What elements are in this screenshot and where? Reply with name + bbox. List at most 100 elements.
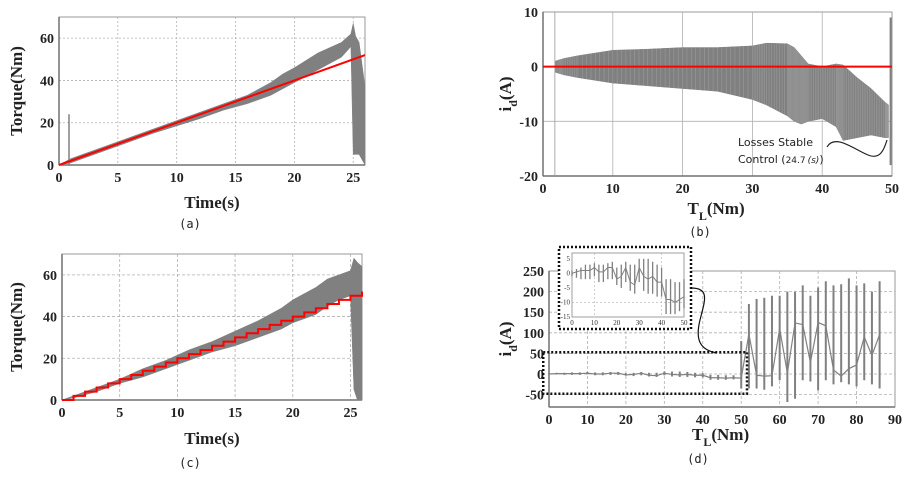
y-label-sub: d (506, 100, 520, 107)
y-tick-label: 150 (523, 306, 544, 321)
annotation-prefix: Control ( (738, 153, 786, 166)
x-label-rest: (Nm) (711, 425, 749, 444)
y-tick-label: 0 (50, 394, 57, 409)
y-tick-label: 40 (40, 74, 54, 89)
y-label-rest: (A) (496, 76, 515, 100)
panel-d: 0 10 20 30 40 50 60 70 80 90-50050100150200250(d)… (496, 245, 902, 466)
y-label-main: i (496, 352, 515, 357)
y-label-sub: d (506, 345, 520, 352)
x-axis-label: TL(Nm) (692, 425, 749, 449)
x-tick-label: 0 (56, 171, 63, 186)
x-tick-label: 15 (229, 171, 243, 186)
reference-line (58, 54, 366, 166)
y-tick-label: 0 (537, 368, 544, 383)
annotation-close: ) (819, 153, 823, 166)
x-tick-label: 25 (343, 406, 357, 421)
inset-y-tick-label: 5 (567, 255, 571, 263)
y-axis-label: id(A) (496, 321, 520, 356)
x-axis-label: Time(s) (184, 429, 239, 448)
x-tick-label: 10 (170, 171, 184, 186)
plot-frame (58, 16, 366, 166)
inset-x-tick-label: 30 (636, 319, 644, 327)
panel-caption: (a) (179, 217, 201, 231)
inset-y-tick-label: -10 (561, 298, 571, 306)
y-label-main: i (496, 107, 515, 112)
panel-c: 0 5 10 15 20 25 0 20 40 60 (c) Time(s) Torque(Nm) (7, 253, 363, 470)
plot-frame (61, 253, 363, 401)
y-tick-label: 50 (530, 347, 544, 362)
annotation-line1: Losses Stable (738, 136, 813, 149)
annotation-value: 24.7 (786, 156, 806, 166)
x-tick-label: 60 (773, 413, 787, 428)
x-tick-label: 20 (619, 413, 633, 428)
x-tick-label: 40 (815, 182, 829, 197)
x-tick-label: 40 (696, 413, 710, 428)
panel-a: 0 5 10 15 20 25 0 20 40 60 (a) Time(s) Torque(Nm) (7, 16, 366, 231)
x-tick-label: 10 (170, 406, 184, 421)
x-tick-label: 15 (228, 406, 242, 421)
y-tick-label: -50 (525, 389, 544, 404)
x-label-main: T (692, 425, 704, 444)
x-label-main: T (688, 199, 700, 218)
reference-step-line (62, 291, 363, 401)
y-tick-label: 10 (524, 6, 538, 21)
x-axis-label: TL(Nm) (688, 199, 745, 223)
y-tick-label: 200 (523, 286, 544, 301)
x-tick-label: 30 (745, 182, 759, 197)
y-tick-label: 0 (47, 159, 54, 174)
x-tick-label: 70 (811, 413, 825, 428)
annotation-line2: Control (24.7 (s)) (738, 153, 824, 166)
inset-frame (571, 252, 685, 318)
annotation-leader (826, 139, 888, 157)
y-tick-label: 40 (43, 311, 57, 326)
zoom-region-box (541, 350, 749, 396)
y-tick-label: 0 (531, 61, 538, 76)
y-tick-label: -20 (519, 170, 538, 185)
x-tick-label: 90 (888, 413, 902, 428)
y-axis-label: Torque(Nm) (7, 46, 26, 136)
x-tick-label: 20 (287, 171, 301, 186)
x-tick-label: 50 (734, 413, 748, 428)
x-tick-label: 0 (540, 182, 547, 197)
y-tick-label: 60 (43, 269, 57, 284)
y-label-rest: (A) (496, 321, 515, 345)
panel-b: 0 10 20 30 40 50 -20 -10 0 10 (b) Losses Stable Cont… (496, 6, 899, 239)
x-tick-label: 25 (346, 171, 360, 186)
inset-y-tick-label: -5 (564, 284, 570, 292)
mean-line (548, 321, 881, 379)
plot-frame (548, 270, 896, 408)
x-tick-label: 10 (606, 182, 620, 197)
x-axis-label: Time(s) (184, 193, 239, 212)
y-tick-label: 60 (40, 32, 54, 47)
x-tick-label: 10 (580, 413, 594, 428)
inset-x-tick-label: 50 (681, 319, 689, 327)
x-tick-label: 20 (676, 182, 690, 197)
x-tick-label: 50 (885, 182, 899, 197)
x-label-sub: L (703, 435, 711, 449)
y-axis-label: Torque(Nm) (7, 282, 26, 372)
x-tick-label: 5 (116, 406, 123, 421)
y-tick-label: 250 (523, 265, 544, 280)
inset-y-tick-label: 0 (567, 269, 571, 277)
torque-band (61, 257, 363, 401)
x-tick-label: 0 (546, 413, 553, 428)
y-tick-label: 100 (523, 327, 544, 342)
x-label-rest: (Nm) (707, 199, 745, 218)
inset-x-tick-label: 0 (570, 319, 574, 327)
panel-caption: (b) (689, 225, 711, 239)
y-tick-label: -10 (519, 115, 538, 130)
annotation-unit: (s) (808, 156, 820, 166)
y-axis-label: id(A) (496, 76, 520, 111)
inset-mean-line (571, 266, 685, 304)
x-label-sub: L (699, 209, 707, 223)
y-tick-label: 20 (40, 117, 54, 132)
x-tick-label: 80 (850, 413, 864, 428)
x-tick-label: 20 (286, 406, 300, 421)
inset-y-tick-label: -15 (561, 313, 571, 321)
y-tick-label: 20 (43, 352, 57, 367)
panel-caption: (d) (687, 452, 709, 466)
x-tick-label: 30 (657, 413, 671, 428)
x-tick-label: 5 (114, 171, 121, 186)
x-tick-label: 0 (59, 406, 66, 421)
